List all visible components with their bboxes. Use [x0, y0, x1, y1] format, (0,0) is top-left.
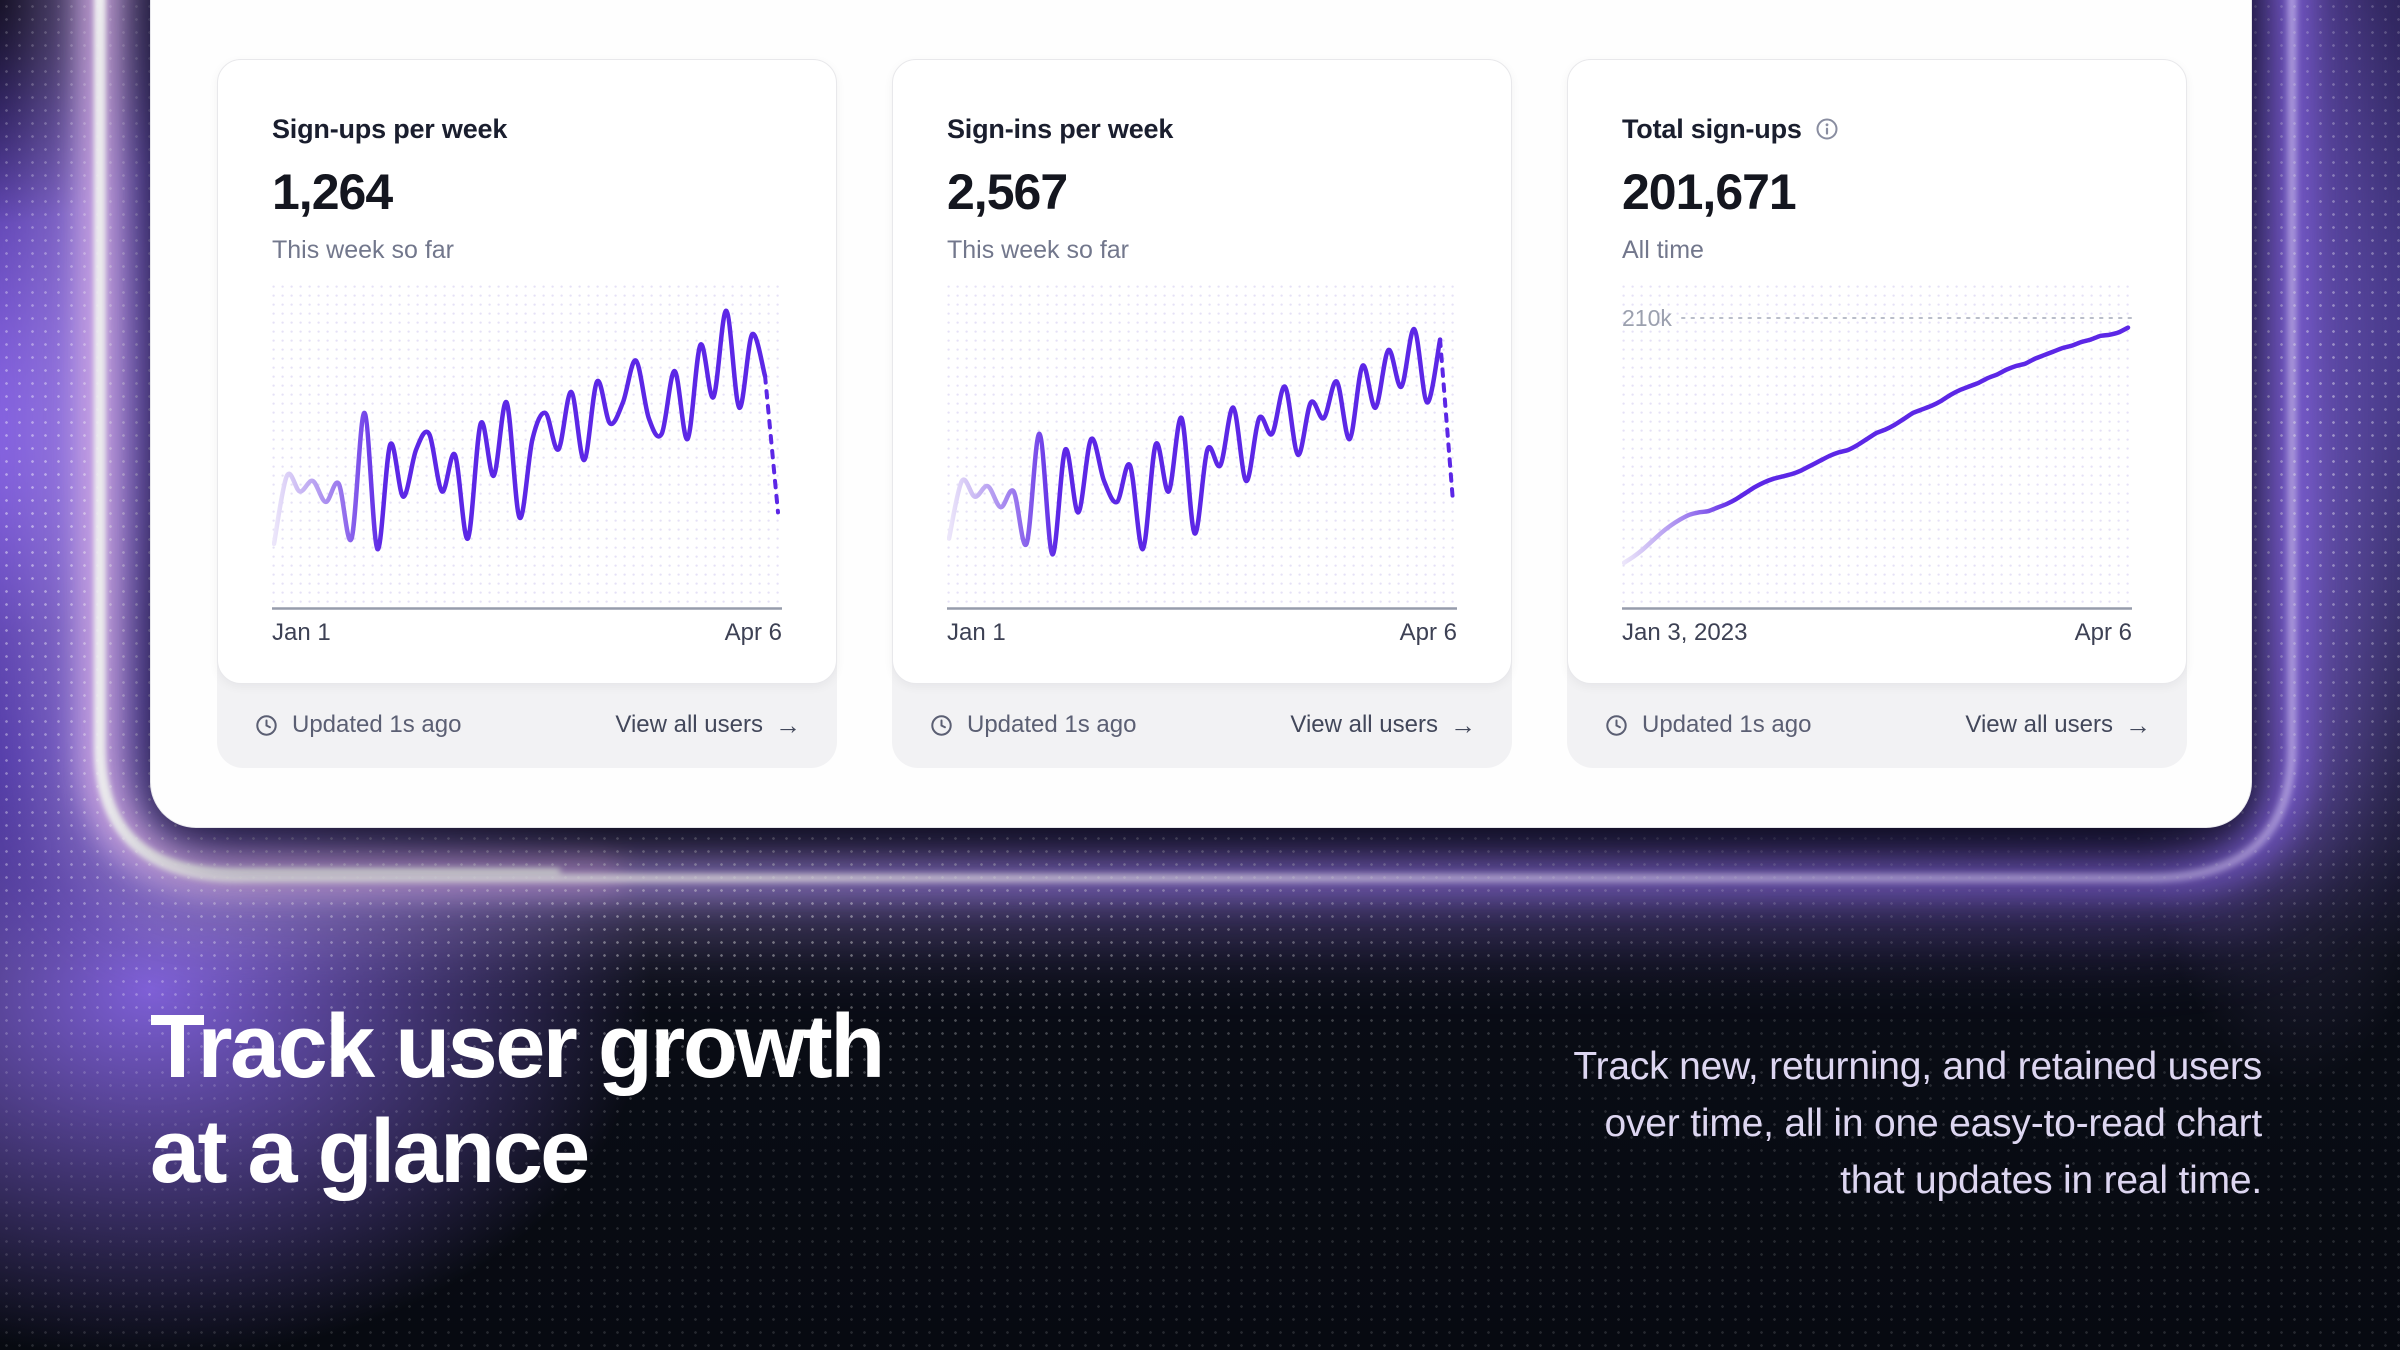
hero-heading-line1: Track user growth [150, 997, 885, 1097]
updated-status: Updated 1s ago [930, 711, 1136, 739]
chart-x-axis-labels: Jan 1 Apr 6 [272, 619, 782, 647]
view-all-label: View all users [1290, 711, 1438, 738]
card-title-row: Total sign-ups [1622, 112, 2132, 146]
x-start-label: Jan 1 [272, 619, 331, 646]
card-title: Total sign-ups [1622, 113, 1802, 144]
hero-description: Track new, returning, and retained users… [1573, 1045, 2262, 1202]
x-start-label: Jan 1 [947, 619, 1006, 646]
updated-label: Updated 1s ago [1642, 711, 1812, 738]
total-signups-chart: 210k [1622, 284, 2132, 610]
chart-x-axis-labels: Jan 1 Apr 6 [947, 619, 1457, 647]
card-footer: Updated 1s ago View all users → [217, 684, 837, 768]
view-all-users-link[interactable]: View all users → [1965, 711, 2151, 739]
card-value: 1,264 [272, 164, 393, 220]
stat-card: Sign-ins per week 2,567 This week so far… [892, 59, 1512, 684]
clock-icon [1606, 714, 1627, 736]
x-end-label: Apr 6 [724, 619, 782, 646]
card-footer: Updated 1s ago View all users → [892, 684, 1512, 768]
card-title: Sign-ins per week [947, 113, 1174, 144]
card-footer: Updated 1s ago View all users → [1567, 684, 2187, 768]
x-end-label: Apr 6 [1399, 619, 1457, 646]
view-all-label: View all users [1965, 711, 2113, 738]
signups-per-week-chart [272, 284, 782, 610]
view-all-label: View all users [615, 711, 763, 738]
stat-card-group: Total sign-ups 201,671 All time 210k Jan… [1567, 59, 2187, 768]
signins-per-week-chart [947, 284, 1457, 610]
stat-card-group: Sign-ins per week 2,567 This week so far… [892, 59, 1512, 768]
arrow-right-icon: → [775, 710, 801, 740]
card-subtitle: This week so far [947, 236, 1130, 264]
stat-cards-row: Sign-ups per week 1,264 This week so far… [217, 59, 2187, 768]
card-title-row: Sign-ins per week [947, 112, 1457, 146]
view-all-users-link[interactable]: View all users → [1290, 711, 1476, 739]
card-chart [947, 276, 1457, 610]
card-value: 201,671 [1622, 164, 1797, 220]
card-title: Sign-ups per week [272, 113, 508, 144]
updated-label: Updated 1s ago [292, 711, 462, 738]
hero-heading-line2: at a glance [150, 1102, 590, 1202]
card-chart [272, 276, 782, 610]
card-subtitle: All time [1622, 236, 1704, 264]
clock-icon [931, 714, 952, 736]
card-value: 2,567 [947, 164, 1068, 220]
hero-heading: Track user growth at a glance [150, 995, 885, 1205]
clock-icon [256, 714, 277, 736]
card-subtitle: This week so far [272, 236, 455, 264]
x-start-label: Jan 3, 2023 [1622, 619, 1748, 646]
updated-status: Updated 1s ago [255, 711, 461, 739]
ref-line-label: 210k [1622, 305, 1672, 331]
dashboard-panel: Sign-ups per week 1,264 This week so far… [150, 0, 2252, 828]
x-end-label: Apr 6 [2074, 619, 2132, 646]
stat-card: Total sign-ups 201,671 All time 210k Jan… [1567, 59, 2187, 684]
card-chart: 210k [1622, 276, 2132, 610]
stat-card-group: Sign-ups per week 1,264 This week so far… [217, 59, 837, 768]
arrow-right-icon: → [2125, 710, 2151, 740]
arrow-right-icon: → [1450, 710, 1476, 740]
updated-status: Updated 1s ago [1605, 711, 1811, 739]
chart-x-axis-labels: Jan 3, 2023 Apr 6 [1622, 619, 2132, 647]
updated-label: Updated 1s ago [967, 711, 1137, 738]
stat-card: Sign-ups per week 1,264 This week so far… [217, 59, 837, 684]
card-title-row: Sign-ups per week [272, 112, 782, 146]
view-all-users-link[interactable]: View all users → [615, 711, 801, 739]
info-icon[interactable] [1815, 117, 1839, 141]
